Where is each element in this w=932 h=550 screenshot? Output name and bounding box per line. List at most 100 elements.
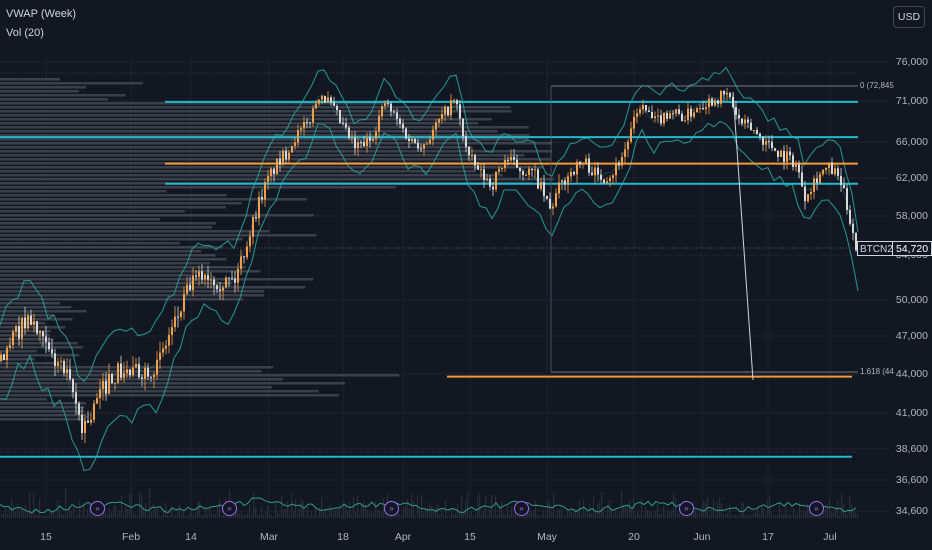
candle-body <box>210 279 212 281</box>
volume-profile-bar <box>0 398 47 401</box>
volume-profile-bar <box>0 266 246 269</box>
volume-profile-bar <box>0 110 512 113</box>
volume-bar <box>253 491 255 518</box>
volume-bar <box>427 507 429 518</box>
volume-bar <box>129 493 131 518</box>
candle-body <box>723 90 725 95</box>
volume-profile-bar <box>0 222 216 225</box>
fast-forward-icon[interactable]: » <box>679 501 694 516</box>
volume-bar <box>205 506 207 518</box>
candle-body <box>444 106 446 115</box>
volume-bar <box>221 515 223 518</box>
volume-bar <box>401 515 403 518</box>
candle-body <box>222 287 224 291</box>
volume-bar <box>283 510 285 518</box>
volume-bar <box>153 504 155 518</box>
volume-bar <box>207 513 209 518</box>
candle-body <box>363 142 365 146</box>
volume-bar <box>431 505 433 518</box>
candle-body <box>645 104 647 111</box>
candle-body <box>732 96 734 108</box>
fast-forward-icon[interactable]: » <box>90 501 105 516</box>
volume-profile-bar <box>0 306 72 309</box>
fast-forward-icon[interactable]: » <box>514 501 529 516</box>
volume-bar <box>275 500 277 518</box>
volume-bar <box>507 505 509 518</box>
volume-bar <box>589 504 591 518</box>
volume-bar <box>581 515 583 518</box>
volume-bar <box>19 510 21 518</box>
candle-body <box>255 217 257 219</box>
candle-body <box>135 363 137 368</box>
candle-body <box>60 360 62 362</box>
volume-bar <box>243 515 245 518</box>
volume-bar <box>759 513 761 518</box>
candle-body <box>453 100 455 102</box>
volume-bar <box>185 515 187 518</box>
price-tick: 76,000 <box>895 56 928 68</box>
volume-bar <box>449 515 451 518</box>
volume-bar <box>719 497 721 518</box>
candle-body <box>774 148 776 151</box>
candle-body <box>651 112 653 119</box>
candle-body <box>198 271 200 277</box>
volume-bar <box>165 502 167 518</box>
volume-legend[interactable]: Vol (20) <box>6 27 44 39</box>
volume-bar <box>183 511 185 518</box>
candle-body <box>459 104 461 119</box>
volume-bar <box>117 513 119 518</box>
fast-forward-icon[interactable]: » <box>384 501 399 516</box>
volume-profile-bar <box>0 146 473 149</box>
candle-body <box>678 109 680 114</box>
volume-bar <box>193 515 195 518</box>
candle-body <box>681 113 683 122</box>
volume-bar <box>643 515 645 518</box>
volume-bar <box>703 500 705 518</box>
volume-bar <box>807 502 809 518</box>
volume-bar <box>55 515 57 518</box>
candle-body <box>189 284 191 291</box>
volume-bar <box>245 514 247 518</box>
candle-body <box>591 172 593 176</box>
volume-bar <box>167 514 169 518</box>
volume-bar <box>333 512 335 518</box>
volume-bar <box>471 510 473 518</box>
volume-bar <box>359 514 361 518</box>
volume-bar <box>421 494 423 518</box>
volume-bar <box>677 512 679 518</box>
volume-bar <box>517 514 519 518</box>
volume-bar <box>265 510 267 518</box>
volume-bar <box>479 493 481 518</box>
volume-bar <box>577 509 579 518</box>
price-tick: 71,000 <box>895 95 928 107</box>
fast-forward-icon[interactable]: » <box>222 501 237 516</box>
volume-bar <box>537 514 539 518</box>
volume-profile-bar <box>0 418 86 421</box>
volume-profile-bar <box>0 126 529 129</box>
candle-body <box>180 311 182 318</box>
candle-body <box>249 236 251 247</box>
candle-body <box>63 360 65 374</box>
candle-body <box>435 122 437 130</box>
volume-bar <box>351 513 353 518</box>
candle-body <box>441 114 443 120</box>
volume-bar <box>131 493 133 518</box>
candle-body <box>660 115 662 124</box>
volume-bar <box>251 514 253 518</box>
volume-bar <box>735 514 737 518</box>
currency-button[interactable]: USD <box>893 6 925 28</box>
vwap-legend[interactable]: VWAP (Week) <box>6 8 77 20</box>
volume-bar <box>505 514 507 518</box>
candle-body <box>465 136 467 147</box>
volume-bar <box>1 513 3 518</box>
candle-body <box>321 96 323 100</box>
candle-body <box>795 164 797 167</box>
volume-bar <box>829 498 831 518</box>
volume-bar <box>53 511 55 518</box>
candle-body <box>531 168 533 171</box>
volume-bar <box>435 507 437 518</box>
candle-body <box>78 403 80 415</box>
volume-bar <box>713 498 715 518</box>
fast-forward-icon[interactable]: » <box>809 501 824 516</box>
